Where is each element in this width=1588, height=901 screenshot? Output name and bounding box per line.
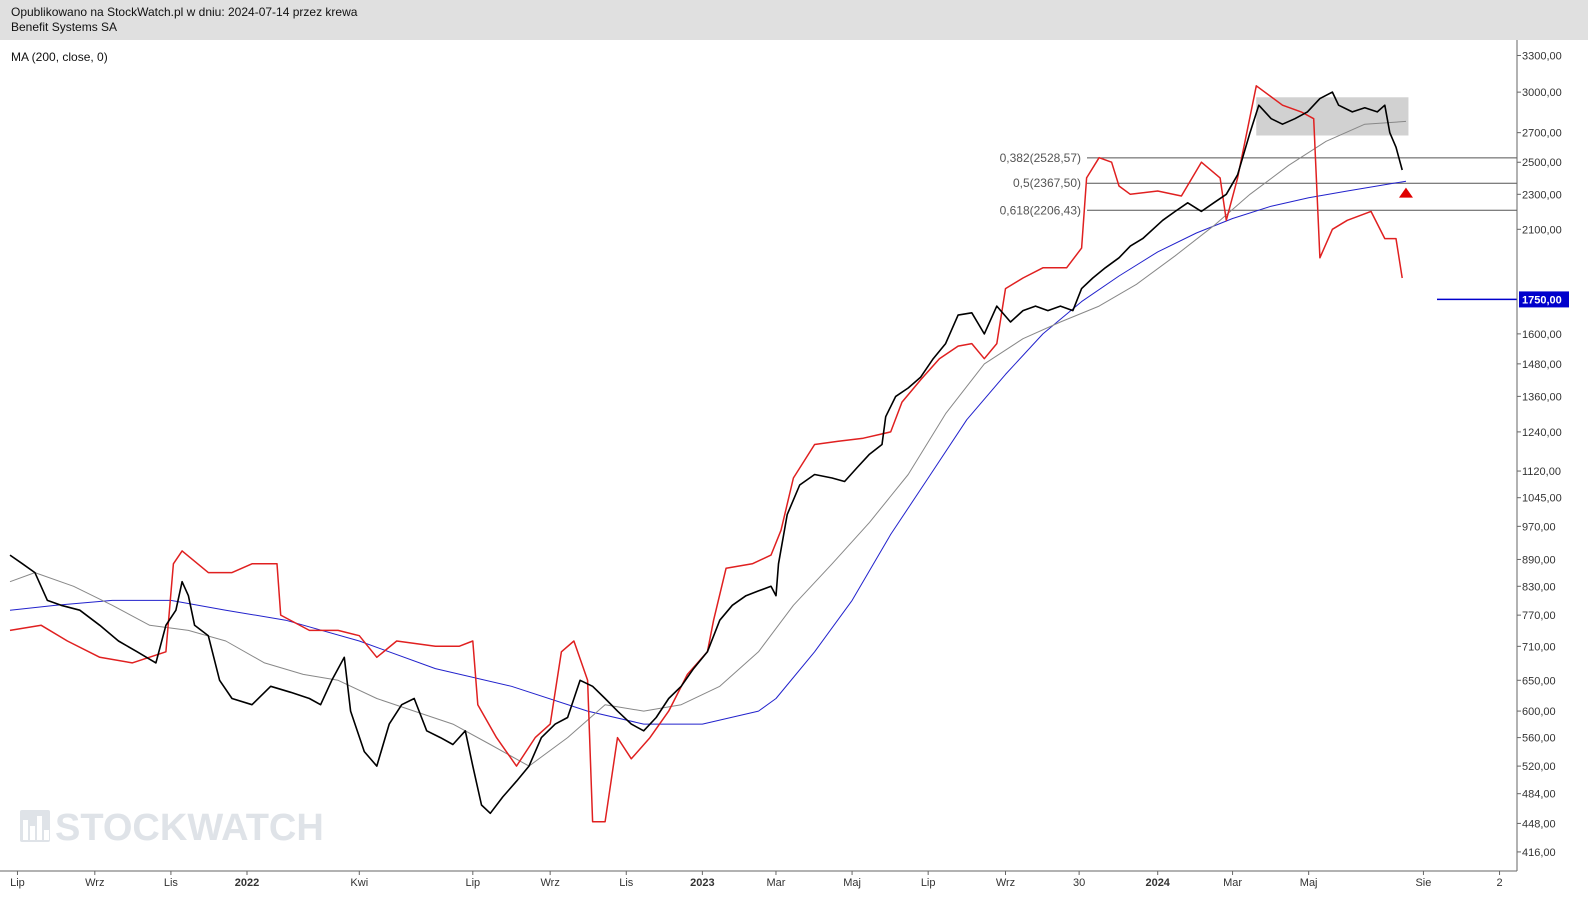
x-tick-label: 2022	[235, 877, 259, 889]
series-layer	[9, 85, 1407, 823]
fib-level-label: 0,382(2528,57)	[1000, 151, 1081, 165]
x-tick-label: Lip	[10, 877, 25, 889]
x-tick-label: Mar	[766, 877, 785, 889]
indicator-label: MA (200, close, 0)	[11, 50, 108, 64]
x-tick-label: Sie	[1415, 877, 1431, 889]
x-tick-label: Lis	[619, 877, 634, 889]
y-tick-label: 770,00	[1522, 610, 1556, 622]
fibonacci-levels: 0,382(2528,57) 0,5(2367,50) 0,618(2206,43)	[1000, 151, 1517, 217]
y-tick-label: 416,00	[1522, 847, 1556, 859]
x-tick-label: Lip	[465, 877, 480, 889]
y-tick-label: 890,00	[1522, 554, 1556, 566]
chart-header: Opublikowano na StockWatch.pl w dniu: 20…	[0, 0, 1588, 40]
series-red-line	[9, 85, 1403, 823]
y-tick-label: 520,00	[1522, 761, 1556, 773]
y-tick-label: 1480,00	[1522, 359, 1562, 371]
y-tick-label: 3300,00	[1522, 50, 1562, 62]
x-tick-label: Maj	[843, 877, 861, 889]
price-badge	[1519, 291, 1569, 308]
x-tick-label: Wrz	[85, 877, 104, 889]
series-price	[9, 91, 1403, 815]
x-tick-label: Wrz	[996, 877, 1015, 889]
x-tick-label: 2	[1496, 877, 1502, 889]
y-tick-label: 2500,00	[1522, 157, 1562, 169]
price-badge-label: 1750,00	[1522, 294, 1562, 306]
x-tick-label: 2024	[1145, 877, 1170, 889]
x-tick-label: 2023	[690, 877, 714, 889]
y-tick-label: 448,00	[1522, 818, 1556, 830]
watermark-logo-bar	[37, 816, 42, 840]
y-tick-label: 484,00	[1522, 789, 1556, 801]
y-tick-label: 1360,00	[1522, 391, 1562, 403]
fib-level-label: 0,5(2367,50)	[1013, 176, 1081, 190]
signal-triangle-icon	[1398, 187, 1413, 198]
y-tick-label: 1045,00	[1522, 493, 1562, 505]
y-tick-label: 2100,00	[1522, 224, 1562, 236]
y-tick-label: 2700,00	[1522, 128, 1562, 140]
instrument-name: Benefit Systems SA	[11, 20, 118, 34]
x-tick-label: 30	[1073, 877, 1085, 889]
x-tick-label: Wrz	[540, 877, 559, 889]
y-tick-label: 710,00	[1522, 641, 1556, 653]
y-tick-label: 560,00	[1522, 733, 1556, 745]
y-tick-label: 1120,00	[1522, 466, 1561, 478]
watermark-logo-bar	[30, 826, 35, 840]
x-tick-label: Lip	[921, 877, 936, 889]
x-tick-label: Mar	[1223, 877, 1242, 889]
x-tick-label: Maj	[1300, 877, 1318, 889]
y-tick-label: 650,00	[1522, 675, 1556, 687]
price-chart[interactable]: STOCKWATCH 0,382(2528,57) 0,5(2367,50) 0,6…	[0, 40, 1588, 901]
series-ma200	[9, 180, 1407, 725]
fib-level-label: 0,618(2206,43)	[1000, 203, 1081, 217]
y-tick-label: 970,00	[1522, 521, 1556, 533]
marker-layer	[1398, 187, 1517, 301]
y-tick-label: 600,00	[1522, 706, 1556, 718]
series-ma-short	[9, 120, 1407, 767]
y-tick-label: 830,00	[1522, 581, 1556, 593]
y-tick-label: 1240,00	[1522, 427, 1562, 439]
x-tick-label: Lis	[164, 877, 179, 889]
y-tick-label: 2300,00	[1522, 189, 1562, 201]
x-tick-label: Kwi	[350, 877, 368, 889]
y-tick-label: 1600,00	[1522, 329, 1562, 341]
watermark-logo-bar	[23, 820, 28, 840]
watermark-logo-bar	[44, 830, 49, 840]
stockwatch-watermark: STOCKWATCH	[20, 807, 324, 849]
axis-layer: 416,00 448,00 484,00 520,00 560,00 600,00 650,…	[0, 40, 1569, 889]
published-info: Opublikowano na StockWatch.pl w dniu: 20…	[11, 5, 358, 19]
watermark-text: STOCKWATCH	[55, 807, 324, 849]
y-tick-label: 3000,00	[1522, 87, 1562, 99]
